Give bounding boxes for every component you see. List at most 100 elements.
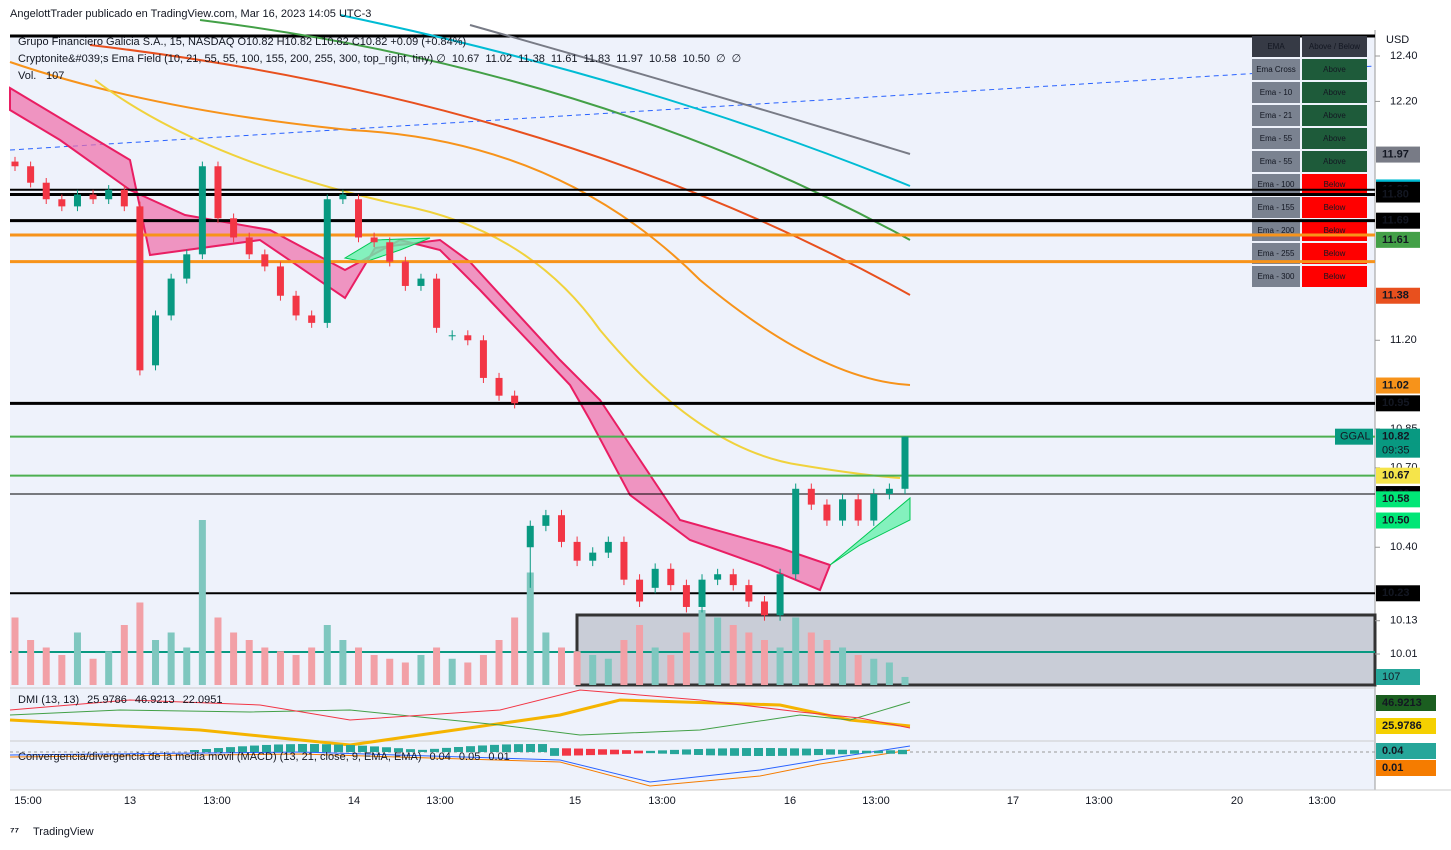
volume-bar — [729, 625, 737, 685]
macd-histogram — [502, 744, 511, 752]
macd-badge: 0.04 — [1382, 745, 1404, 757]
macd-histogram — [430, 748, 439, 752]
volume-bar — [292, 655, 300, 685]
ema-table: EMA Above / Below Ema Cross Above Ema - 10 Ab… — [1252, 36, 1367, 287]
macd-histogram — [382, 747, 391, 752]
price-badge — [1376, 186, 1420, 203]
table-cell — [1302, 59, 1367, 80]
volume-value: 107 — [46, 70, 64, 82]
candle-body — [89, 194, 97, 200]
x-tick-label: 13:00 — [862, 795, 890, 807]
macd-histogram — [670, 749, 679, 755]
candle-body — [839, 499, 847, 521]
volume-bar — [464, 662, 472, 685]
volume-bar — [526, 572, 534, 685]
table-cell — [1302, 243, 1367, 264]
macd-histogram — [598, 749, 607, 755]
price-badge — [1376, 231, 1420, 248]
macd-histogram — [778, 748, 787, 756]
table-cell — [1302, 82, 1367, 103]
volume-bar — [448, 658, 456, 685]
macd-histogram — [658, 750, 667, 754]
macd-histogram — [610, 749, 619, 755]
volume-bar — [885, 662, 893, 685]
indicator-value: 10.58 — [649, 53, 677, 65]
candle-body — [745, 585, 753, 602]
volume-bar — [854, 655, 862, 685]
candle-body — [230, 218, 238, 238]
macd-histogram — [334, 744, 343, 752]
macd-histogram — [814, 748, 823, 756]
macd-histogram — [286, 744, 295, 752]
macd-histogram — [742, 748, 751, 756]
macd-title: Convergencia/divergencia de la media móv… — [18, 751, 422, 763]
candle-body — [448, 335, 456, 337]
price-badge-label: 11.80 — [1382, 188, 1409, 200]
countdown-bg — [1376, 443, 1420, 458]
table-cell — [1302, 266, 1367, 287]
table-text: Ema - 55 — [1260, 157, 1293, 166]
volume-bar — [73, 632, 81, 685]
volume-bar — [714, 617, 722, 685]
x-tick-label: 15 — [569, 795, 581, 807]
x-tick-label: 15:00 — [14, 795, 42, 807]
macd-histogram — [418, 749, 427, 752]
price-badge — [1376, 287, 1420, 304]
macd-histogram — [862, 750, 871, 754]
macd-histogram — [622, 750, 631, 754]
trend-line — [9, 65, 1376, 151]
candle-body — [183, 254, 191, 279]
footer-logo: ⁷⁷ — [10, 826, 20, 838]
volume-bar — [261, 647, 269, 685]
candle-body — [495, 377, 503, 396]
volume-bar — [511, 617, 519, 685]
macd-histogram — [214, 748, 223, 752]
x-tick-label: 13 — [124, 795, 136, 807]
candle-body — [854, 499, 862, 521]
candle-body — [27, 166, 35, 183]
table-text: Above — [1323, 111, 1346, 120]
dmi-value: 22.0951 — [183, 694, 223, 706]
table-text: Ema Cross — [1256, 65, 1296, 74]
macd-histogram — [550, 748, 559, 756]
table-text: Above / Below — [1309, 42, 1360, 51]
macd-histogram — [322, 744, 331, 752]
volume-bar — [839, 647, 847, 685]
macd-histogram — [274, 744, 283, 752]
x-tick-label: 14 — [348, 795, 360, 807]
x-tick-label: 17 — [1007, 795, 1019, 807]
currency: USD — [1386, 34, 1409, 46]
candle-body — [807, 488, 815, 505]
table-cell — [1252, 243, 1300, 264]
indicator-value: ∅ — [716, 53, 726, 65]
price-badge — [1376, 585, 1420, 602]
x-tick-label: 13:00 — [648, 795, 676, 807]
candle-body — [885, 488, 893, 495]
volume-bar — [355, 647, 363, 685]
volume-bar — [136, 602, 144, 685]
volume-bar — [308, 647, 316, 685]
candle-body — [589, 552, 597, 561]
price-badge-label: 11.61 — [1382, 234, 1409, 246]
candle-body — [292, 295, 300, 316]
publisher: AngelottTrader publicado en TradingView.… — [10, 8, 371, 20]
volume-bar — [792, 617, 800, 685]
macd-value: 0.05 — [459, 751, 480, 763]
x-tick-label: 13:00 — [1085, 795, 1113, 807]
indicator-value: 11.83 — [584, 53, 611, 65]
dmi-badge: 46.9213 — [1382, 697, 1422, 709]
volume-bar — [495, 640, 503, 685]
candle-body — [245, 237, 253, 255]
candle-body — [386, 242, 394, 262]
price-badge — [1376, 512, 1420, 529]
table-text: Ema - 255 — [1258, 249, 1295, 258]
volume-bar — [760, 640, 768, 685]
dmi-title: DMI (13, 13) — [18, 694, 79, 706]
macd-histogram — [586, 748, 595, 756]
footer: TradingView — [33, 826, 94, 838]
candle-body — [542, 515, 550, 526]
candle-body — [636, 579, 644, 602]
candle-body — [152, 315, 160, 366]
macd-histogram — [694, 749, 703, 755]
